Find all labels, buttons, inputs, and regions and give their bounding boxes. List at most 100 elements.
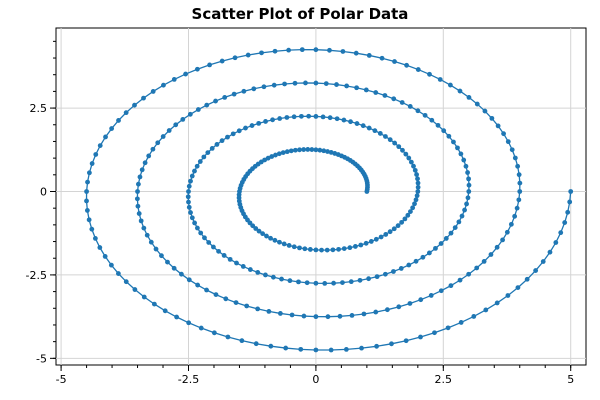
data-point	[198, 325, 204, 331]
data-point	[353, 50, 359, 56]
data-point	[455, 145, 460, 151]
data-point	[447, 82, 453, 88]
data-point	[108, 262, 114, 268]
data-point	[165, 259, 170, 265]
data-point	[366, 276, 372, 282]
data-point	[456, 219, 462, 225]
data-point	[512, 213, 518, 219]
data-point	[239, 338, 245, 344]
data-point	[412, 201, 417, 207]
data-point	[284, 149, 290, 155]
data-point	[448, 283, 454, 289]
data-point	[272, 48, 278, 54]
data-series	[84, 47, 574, 353]
data-point	[415, 108, 421, 114]
data-point	[277, 311, 283, 316]
data-point	[366, 53, 372, 58]
data-point	[266, 309, 272, 314]
data-point	[509, 147, 515, 153]
data-point	[504, 229, 510, 235]
data-point	[194, 163, 200, 169]
data-point	[403, 338, 409, 344]
data-point	[396, 144, 402, 150]
data-point	[137, 174, 143, 180]
data-point	[186, 204, 192, 210]
data-point	[195, 225, 200, 231]
data-point	[250, 223, 256, 229]
data-point	[372, 128, 378, 134]
data-point	[334, 116, 340, 122]
data-point	[325, 149, 330, 154]
data-point	[277, 239, 282, 245]
data-point	[225, 334, 231, 340]
data-point	[270, 274, 276, 280]
data-point	[319, 247, 324, 253]
data-point	[458, 320, 464, 325]
data-point	[411, 163, 416, 169]
data-point	[207, 62, 213, 68]
data-point	[171, 77, 177, 82]
data-point	[179, 271, 184, 277]
data-point	[382, 93, 388, 98]
data-point	[305, 147, 311, 152]
data-point	[271, 82, 277, 88]
data-point	[341, 246, 347, 252]
data-point	[153, 246, 159, 252]
data-point	[222, 95, 228, 100]
data-point	[280, 150, 286, 156]
data-point	[437, 77, 443, 82]
data-point	[341, 117, 347, 123]
data-point	[301, 313, 307, 319]
data-point	[93, 152, 99, 157]
data-point	[297, 147, 302, 153]
data-point	[276, 151, 282, 157]
data-point	[307, 247, 313, 252]
data-point	[166, 128, 172, 133]
data-point	[245, 52, 251, 58]
data-point	[270, 117, 275, 123]
data-point	[201, 154, 207, 160]
data-point	[489, 115, 495, 121]
data-point	[553, 240, 559, 245]
data-point	[183, 71, 189, 77]
data-point	[293, 147, 298, 153]
data-point	[406, 155, 412, 161]
data-point	[399, 219, 405, 225]
data-point	[340, 280, 345, 286]
data-point	[141, 294, 147, 300]
data-point	[268, 235, 273, 241]
data-point	[279, 276, 284, 282]
data-point	[415, 176, 420, 182]
data-point	[471, 314, 477, 319]
chart-title: Scatter Plot of Polar Data	[192, 5, 409, 23]
data-point	[418, 334, 423, 340]
data-point	[343, 347, 349, 352]
data-point	[361, 311, 367, 317]
data-point	[457, 88, 463, 94]
data-point	[286, 47, 292, 53]
data-point	[540, 259, 546, 264]
data-point	[198, 230, 204, 236]
data-point	[148, 239, 154, 245]
data-point	[413, 258, 419, 264]
data-point	[102, 254, 108, 259]
data-point	[188, 178, 193, 184]
data-point	[209, 146, 215, 151]
data-point	[232, 55, 238, 61]
data-point	[256, 120, 262, 126]
data-point	[495, 123, 501, 129]
data-point	[192, 220, 198, 226]
data-point	[330, 247, 336, 253]
plot-area	[55, 27, 587, 366]
data-point	[260, 231, 266, 237]
data-point	[408, 209, 413, 215]
data-point	[505, 139, 511, 145]
data-point	[392, 140, 398, 146]
data-point	[357, 277, 363, 283]
data-point	[435, 122, 441, 128]
data-point	[92, 236, 98, 241]
data-point	[87, 170, 92, 176]
data-point	[383, 232, 389, 237]
data-point	[347, 245, 353, 251]
x-tick-label: 2.5	[435, 373, 453, 386]
